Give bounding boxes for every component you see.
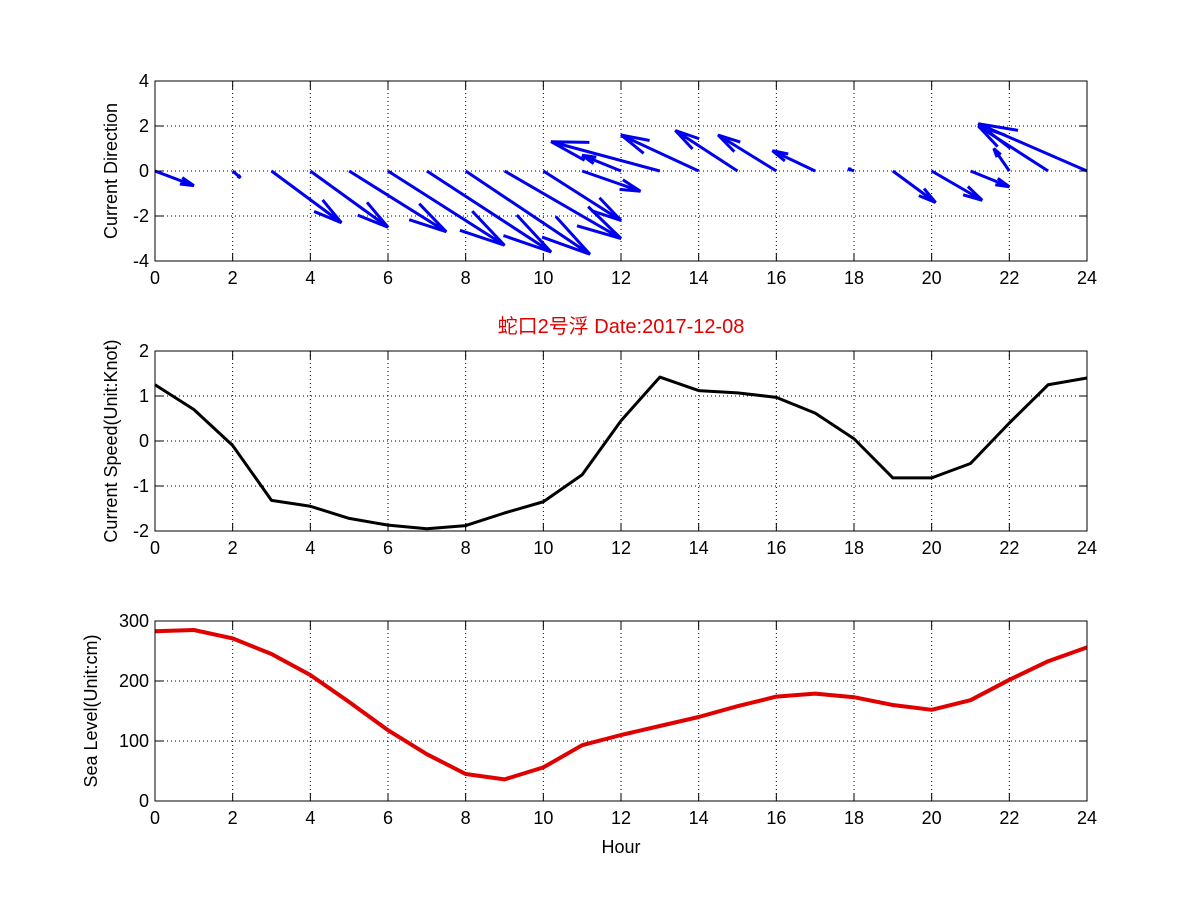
speed-ytick-label: 1 [139,386,149,406]
direction-arrow [930,169,984,202]
direction-arrow [542,169,623,222]
direction-arrow [992,147,1011,172]
direction-arrow [155,169,195,188]
speed-xtick-label: 8 [461,538,471,558]
level-xtick-label: 0 [150,808,160,828]
level-xtick-label: 22 [999,808,1019,828]
level-xtick-label: 12 [611,808,631,828]
speed-xtick-label: 20 [922,538,942,558]
direction-ylabel: Current Direction [101,103,121,239]
figure-title: 蛇口2号浮 Date:2017-12-08 [498,315,745,338]
level-xlabel: Hour [601,837,640,857]
direction-arrow [674,129,739,173]
speed-xtick-label: 22 [999,538,1019,558]
direction-arrow [891,169,937,204]
speed-ytick-label: -2 [133,521,149,541]
direction-xtick-label: 6 [383,268,393,288]
speed-series-line [154,375,1088,531]
speed-ytick-label: 0 [139,431,149,451]
level-ytick-label: 100 [119,731,149,751]
level-xtick-label: 14 [689,808,709,828]
speed-xtick-label: 10 [533,538,553,558]
direction-arrow [969,169,1011,189]
quiver-arrows [155,122,1087,256]
direction-arrow [620,133,700,173]
direction-xtick-label: 8 [461,268,471,288]
direction-xtick-label: 10 [533,268,553,288]
direction-xtick-label: 14 [689,268,709,288]
direction-xtick-label: 18 [844,268,864,288]
level-xtick-label: 24 [1077,808,1097,828]
level-xtick-label: 4 [305,808,315,828]
speed-xtick-label: 24 [1077,538,1097,558]
level-ytick-label: 200 [119,671,149,691]
direction-xtick-label: 20 [922,268,942,288]
direction-arrow [717,133,778,173]
direction-xtick-label: 0 [150,268,160,288]
direction-arrow [270,169,343,225]
direction-ytick-label: 2 [139,116,149,136]
direction-xtick-label: 24 [1077,268,1097,288]
direction-arrow [231,169,242,180]
level-xtick-label: 10 [533,808,553,828]
speed-ylabel: Current Speed(Unit:Knot) [101,339,121,542]
level-ylabel: Sea Level(Unit:cm) [81,634,101,787]
level-ytick-label: 300 [119,611,149,631]
direction-arrow [309,169,390,229]
level-ytick-label: 0 [139,791,149,811]
direction-ytick-label: -2 [133,206,149,226]
direction-ytick-label: 0 [139,161,149,181]
speed-xtick-label: 12 [611,538,631,558]
speed-xtick-label: 18 [844,538,864,558]
direction-arrow [348,169,448,234]
speed-xtick-label: 4 [305,538,315,558]
direction-xtick-label: 2 [228,268,238,288]
level-xtick-label: 20 [922,808,942,828]
direction-arrow [464,169,592,256]
speed-xtick-label: 6 [383,538,393,558]
direction-arrow [426,169,553,254]
direction-xtick-label: 22 [999,268,1019,288]
direction-arrow [387,169,506,247]
speed-xtick-label: 0 [150,538,160,558]
speed-ytick-label: 2 [139,341,149,361]
direction-arrow [977,122,1087,173]
level-xtick-label: 8 [461,808,471,828]
speed-xtick-label: 2 [228,538,238,558]
direction-arrow [847,167,855,173]
direction-xtick-label: 16 [766,268,786,288]
level-xtick-label: 2 [228,808,238,828]
direction-arrow [771,149,816,173]
level-xtick-label: 18 [844,808,864,828]
level-series-line [154,628,1088,782]
direction-arrow [581,153,622,173]
direction-xtick-label: 12 [611,268,631,288]
speed-xtick-label: 14 [689,538,709,558]
direction-xtick-label: 4 [305,268,315,288]
level-xtick-label: 6 [383,808,393,828]
speed-ytick-label: -1 [133,476,149,496]
speed-xtick-label: 16 [766,538,786,558]
direction-ytick-label: -4 [133,251,149,271]
level-xtick-label: 16 [766,808,786,828]
direction-arrow [581,169,642,193]
direction-arrow [550,140,661,173]
direction-arrow [503,169,623,240]
direction-ytick-label: 4 [139,71,149,91]
